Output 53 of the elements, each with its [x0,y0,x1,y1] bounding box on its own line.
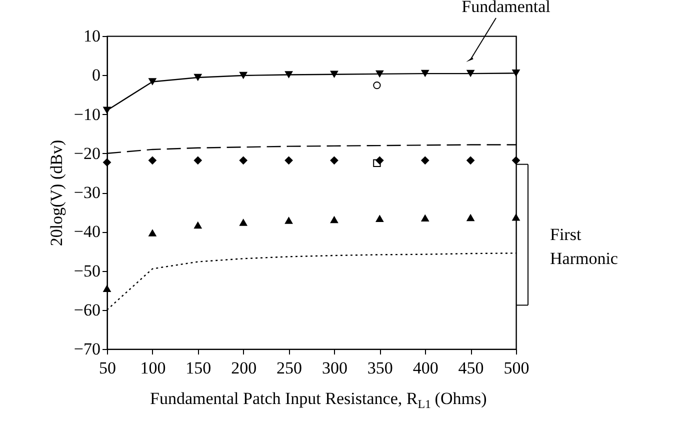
point [420,70,430,78]
annotation: Fundamental [462,0,551,16]
x-tick-label: 350 [367,358,393,378]
point [148,229,157,236]
x-tick-label: 250 [276,358,302,378]
x-tick-label: 150 [186,358,212,378]
point [420,214,430,222]
y-tick-label: 0 [92,66,100,85]
point [330,216,338,224]
point [284,216,293,224]
y-tick-label: −50 [74,261,100,280]
point [284,156,293,165]
x-tick-label: 450 [458,358,484,378]
point [512,214,520,221]
x-tick-label: 400 [412,358,438,378]
point [466,156,475,165]
x-tick-label: 200 [231,358,257,378]
point [373,81,381,90]
point [512,156,520,165]
point [373,159,381,168]
point [284,71,293,78]
y-tick-label: −30 [74,183,100,202]
point [330,70,338,78]
x-tick-label: 50 [99,358,116,378]
point [102,158,112,167]
point [194,156,202,165]
point [466,214,475,222]
x-tick-label: 300 [322,358,348,378]
point [375,214,384,222]
y-tick-label: 10 [84,26,100,46]
point [375,70,384,78]
point [239,156,248,165]
point [420,156,430,165]
point [194,221,202,229]
point [466,70,475,78]
point [102,106,112,114]
y-tick-label: −20 [74,144,100,163]
y-axis-title: 20log(V) (dBv) [46,140,66,246]
point [512,70,520,77]
point [239,218,248,226]
y-tick-label: −60 [74,300,100,320]
y-tick-label: −10 [74,104,100,124]
y-tick-label: −40 [74,222,100,242]
point [239,72,248,80]
x-tick-label: 100 [140,358,166,378]
text: First Harmonic [550,224,618,268]
point [148,78,157,86]
point [148,156,157,165]
x-tick-label: 500 [504,358,530,378]
point [102,284,112,292]
point [194,74,202,82]
point [330,156,338,165]
y-tick-label: −70 [74,340,100,358]
